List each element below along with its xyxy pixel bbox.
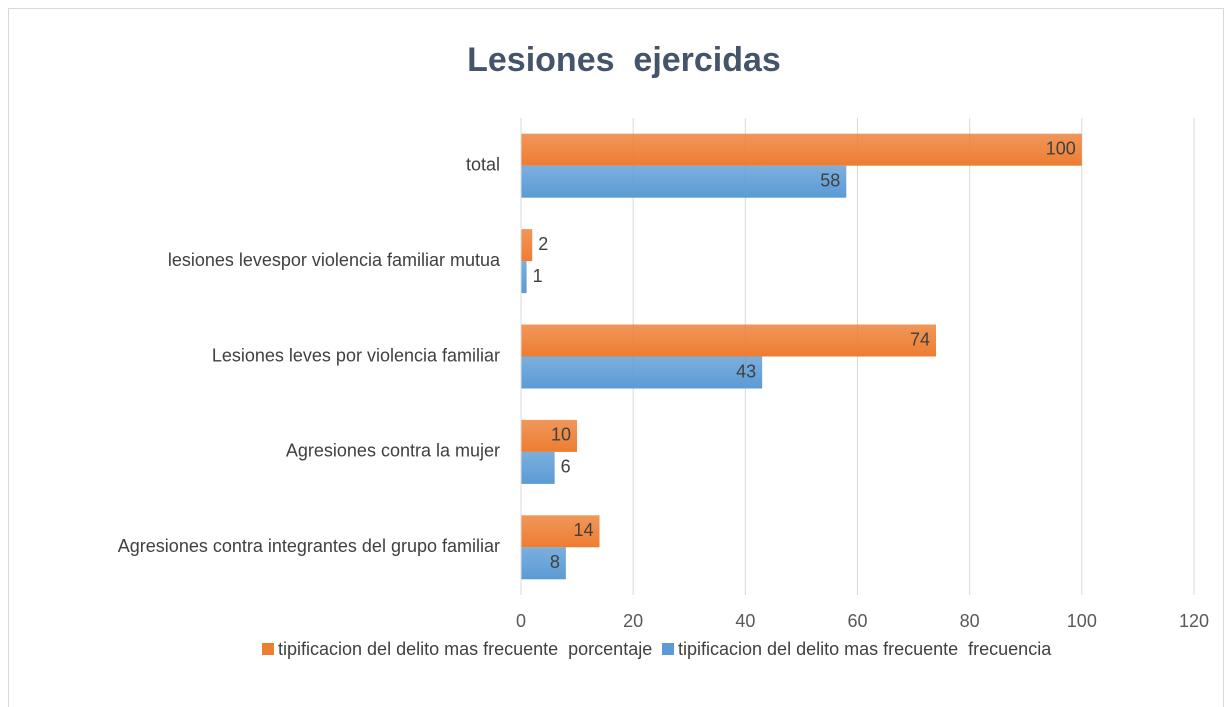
bar (521, 356, 763, 389)
y-tick-label: Lesiones leves por violencia familiar (212, 345, 500, 365)
data-label: 74 (910, 329, 930, 349)
bar (521, 133, 1082, 166)
y-tick-label: Agresiones contra la mujer (286, 441, 500, 461)
legend-swatch (662, 643, 674, 655)
x-tick-label: 120 (1179, 611, 1209, 631)
x-tick-label: 20 (623, 611, 643, 631)
bar (521, 229, 533, 262)
bar (521, 261, 527, 294)
data-label: 14 (573, 520, 593, 540)
chart-title: Lesiones ejercidas (467, 41, 781, 79)
data-label: 58 (820, 170, 840, 190)
data-label: 6 (561, 457, 571, 477)
data-label: 8 (550, 552, 560, 572)
bar (521, 324, 937, 357)
x-tick-label: 0 (516, 611, 526, 631)
bar (521, 515, 600, 548)
y-tick-label: lesiones levespor violencia familiar mut… (168, 250, 501, 270)
data-label: 10 (551, 425, 571, 445)
legend-label: tipificacion del delito mas frecuente po… (278, 639, 652, 659)
bar (521, 419, 578, 452)
data-label: 1 (533, 266, 543, 286)
data-label: 100 (1046, 138, 1076, 158)
bar (521, 451, 555, 484)
x-tick-label: 40 (735, 611, 755, 631)
data-label: 43 (736, 361, 756, 381)
y-tick-label: Agresiones contra integrantes del grupo … (118, 536, 500, 556)
bar (521, 165, 847, 198)
x-tick-label: 80 (960, 611, 980, 631)
legend-label: tipificacion del delito mas frecuente fr… (678, 639, 1052, 659)
data-label: 2 (538, 234, 548, 254)
legend-swatch (262, 643, 274, 655)
x-tick-label: 60 (847, 611, 867, 631)
y-tick-label: total (466, 154, 500, 174)
x-tick-label: 100 (1067, 611, 1097, 631)
bar (521, 547, 566, 580)
